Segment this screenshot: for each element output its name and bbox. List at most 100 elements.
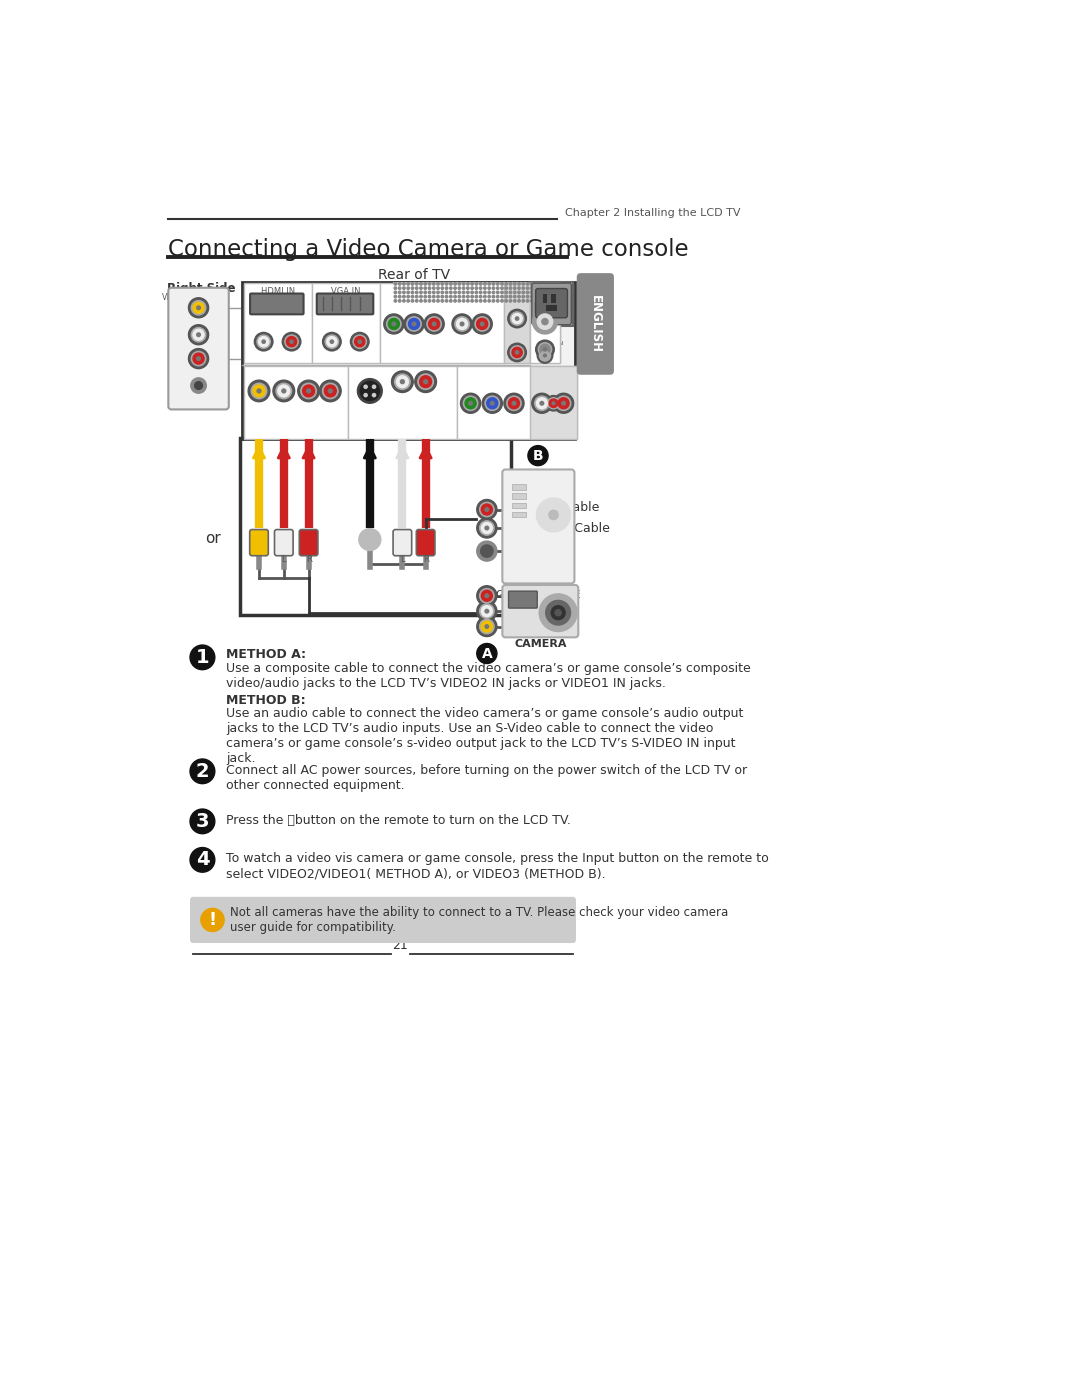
Circle shape (257, 335, 270, 348)
Circle shape (432, 286, 435, 289)
Text: 4: 4 (195, 851, 210, 869)
Text: Pr: Pr (511, 415, 517, 420)
Circle shape (476, 585, 497, 606)
Circle shape (465, 398, 476, 409)
Circle shape (482, 504, 492, 515)
Circle shape (399, 282, 401, 285)
Circle shape (273, 380, 295, 402)
Bar (512, 511, 526, 517)
Bar (312, 284, 380, 363)
Bar (504, 284, 530, 363)
Text: OPTICAL: OPTICAL (531, 293, 558, 299)
Circle shape (526, 282, 529, 285)
Text: R: R (289, 352, 294, 359)
Circle shape (301, 383, 316, 398)
Circle shape (475, 317, 489, 331)
Circle shape (394, 295, 396, 298)
Circle shape (517, 291, 521, 293)
Circle shape (530, 299, 534, 302)
Circle shape (481, 545, 494, 557)
Circle shape (429, 295, 431, 298)
Circle shape (488, 282, 490, 285)
Circle shape (420, 295, 422, 298)
Circle shape (530, 291, 534, 293)
Circle shape (507, 397, 522, 411)
Circle shape (497, 286, 499, 289)
Circle shape (407, 286, 409, 289)
Circle shape (472, 314, 492, 334)
Circle shape (455, 317, 470, 331)
Text: S-VIDEO Cable: S-VIDEO Cable (518, 521, 609, 535)
Circle shape (513, 291, 516, 293)
Circle shape (540, 594, 577, 631)
Text: L: L (261, 352, 266, 359)
Circle shape (454, 299, 457, 302)
Circle shape (539, 295, 541, 298)
Circle shape (407, 295, 409, 298)
Bar (512, 485, 526, 489)
Circle shape (530, 282, 534, 285)
Circle shape (190, 848, 215, 872)
Circle shape (480, 521, 495, 535)
Text: VIDEO2 IN: VIDEO2 IN (272, 419, 316, 427)
Circle shape (257, 388, 261, 393)
Bar (512, 503, 526, 509)
Circle shape (485, 624, 488, 629)
Circle shape (449, 291, 453, 293)
Circle shape (552, 402, 555, 405)
Circle shape (330, 339, 334, 344)
Circle shape (543, 348, 546, 351)
Circle shape (190, 759, 215, 784)
Circle shape (191, 300, 206, 314)
Circle shape (471, 295, 473, 298)
Circle shape (420, 282, 422, 285)
Circle shape (441, 299, 444, 302)
Circle shape (537, 497, 570, 532)
Circle shape (407, 282, 409, 285)
Circle shape (451, 314, 472, 334)
Circle shape (540, 401, 543, 405)
Circle shape (394, 291, 396, 293)
Circle shape (403, 295, 405, 298)
Text: L: L (540, 415, 543, 420)
Text: L: L (515, 330, 518, 334)
Circle shape (407, 299, 409, 302)
Circle shape (416, 291, 418, 293)
Circle shape (484, 286, 486, 289)
Circle shape (522, 286, 525, 289)
Circle shape (424, 282, 427, 285)
Circle shape (392, 372, 414, 393)
Text: Pr: Pr (431, 335, 437, 341)
Circle shape (197, 356, 201, 360)
Circle shape (554, 393, 573, 414)
Circle shape (253, 386, 265, 397)
Text: Y: Y (469, 415, 473, 420)
FancyBboxPatch shape (316, 293, 374, 314)
Circle shape (530, 286, 534, 289)
Text: YPbPr1 IN: YPbPr1 IN (421, 286, 462, 296)
Circle shape (505, 295, 508, 298)
Circle shape (488, 299, 490, 302)
Circle shape (485, 527, 488, 529)
Circle shape (513, 299, 516, 302)
Text: Chapter 2 Installing the LCD TV: Chapter 2 Installing the LCD TV (565, 208, 741, 218)
Circle shape (537, 314, 553, 330)
Circle shape (482, 622, 492, 631)
Circle shape (543, 353, 546, 356)
Circle shape (539, 291, 541, 293)
Circle shape (532, 309, 557, 334)
Circle shape (458, 282, 460, 285)
Circle shape (471, 291, 473, 293)
Circle shape (424, 286, 427, 289)
Circle shape (255, 332, 273, 351)
Circle shape (484, 282, 486, 285)
Circle shape (471, 282, 473, 285)
Circle shape (485, 594, 488, 598)
Circle shape (497, 295, 499, 298)
Circle shape (389, 319, 400, 330)
Circle shape (504, 393, 524, 414)
Circle shape (445, 295, 448, 298)
Bar (530, 284, 559, 363)
Circle shape (475, 295, 477, 298)
Circle shape (512, 401, 516, 405)
